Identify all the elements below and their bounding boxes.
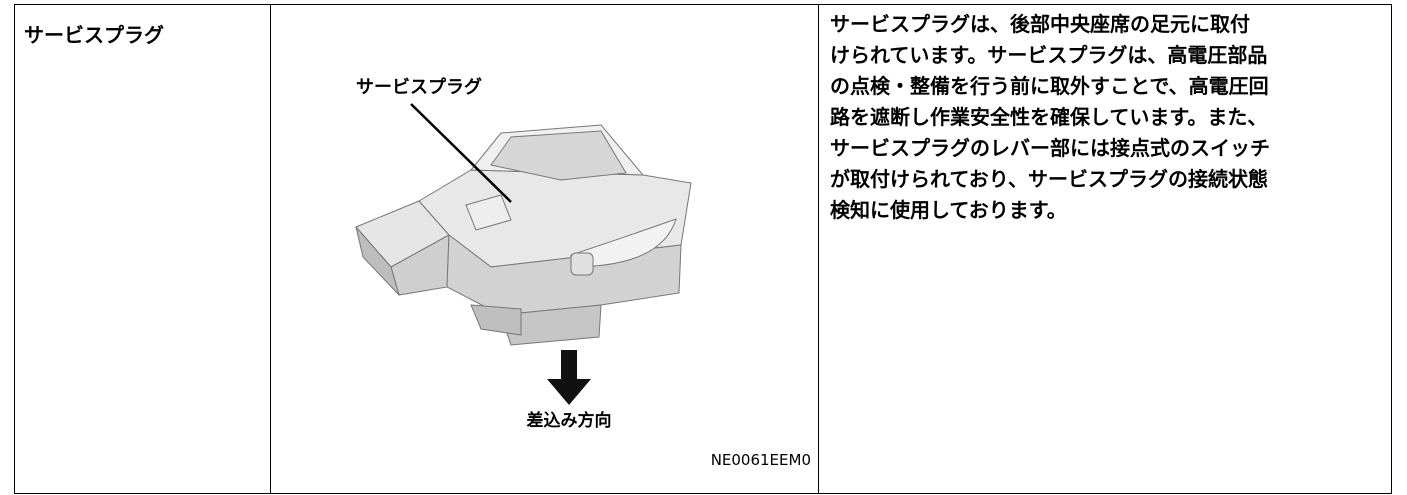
row-label: サービスプラグ (24, 23, 164, 47)
label-cell: サービスプラグ (15, 5, 271, 493)
arrow-label: 差込み方向 (527, 410, 612, 431)
illustration: サービスプラグ 差込み方向 NE0061EEM0 (355, 76, 811, 469)
description: サービスプラグは、後部中央座席の足元に取付 けられています。サービスプラグは、高電… (830, 9, 1270, 226)
callout: サービスプラグ (356, 76, 482, 98)
figure-cell: サービスプラグ 差込み方向 NE0061EEM0 (271, 5, 819, 493)
description-line: 路を遮断し作業安全性を確保しています。また、 (830, 105, 1268, 129)
description-cell: サービスプラグは、後部中央座席の足元に取付 けられています。サービスプラグは、高電… (819, 5, 1391, 493)
table: サービスプラグ サービスプラグ 差込み方向 NE0061EEM0 (14, 4, 1392, 494)
description-line: サービスプラグは、後部中央座席の足元に取付 (830, 12, 1250, 36)
description-line: サービスプラグのレバー部には接点式のスイッチ (830, 136, 1270, 160)
insert-arrow (547, 350, 591, 405)
description-line: の点検・整備を行う前に取外すことで、高電圧回 (830, 74, 1269, 98)
description-line: が取付けられており、サービスプラグの接続状態 (830, 167, 1268, 191)
leader-line (410, 103, 512, 203)
description-line: 検知に使用しております。 (830, 198, 1067, 222)
figure-code: NE0061EEM0 (711, 451, 811, 469)
description-line: けられています。サービスプラグは、高電圧部品 (830, 43, 1268, 67)
